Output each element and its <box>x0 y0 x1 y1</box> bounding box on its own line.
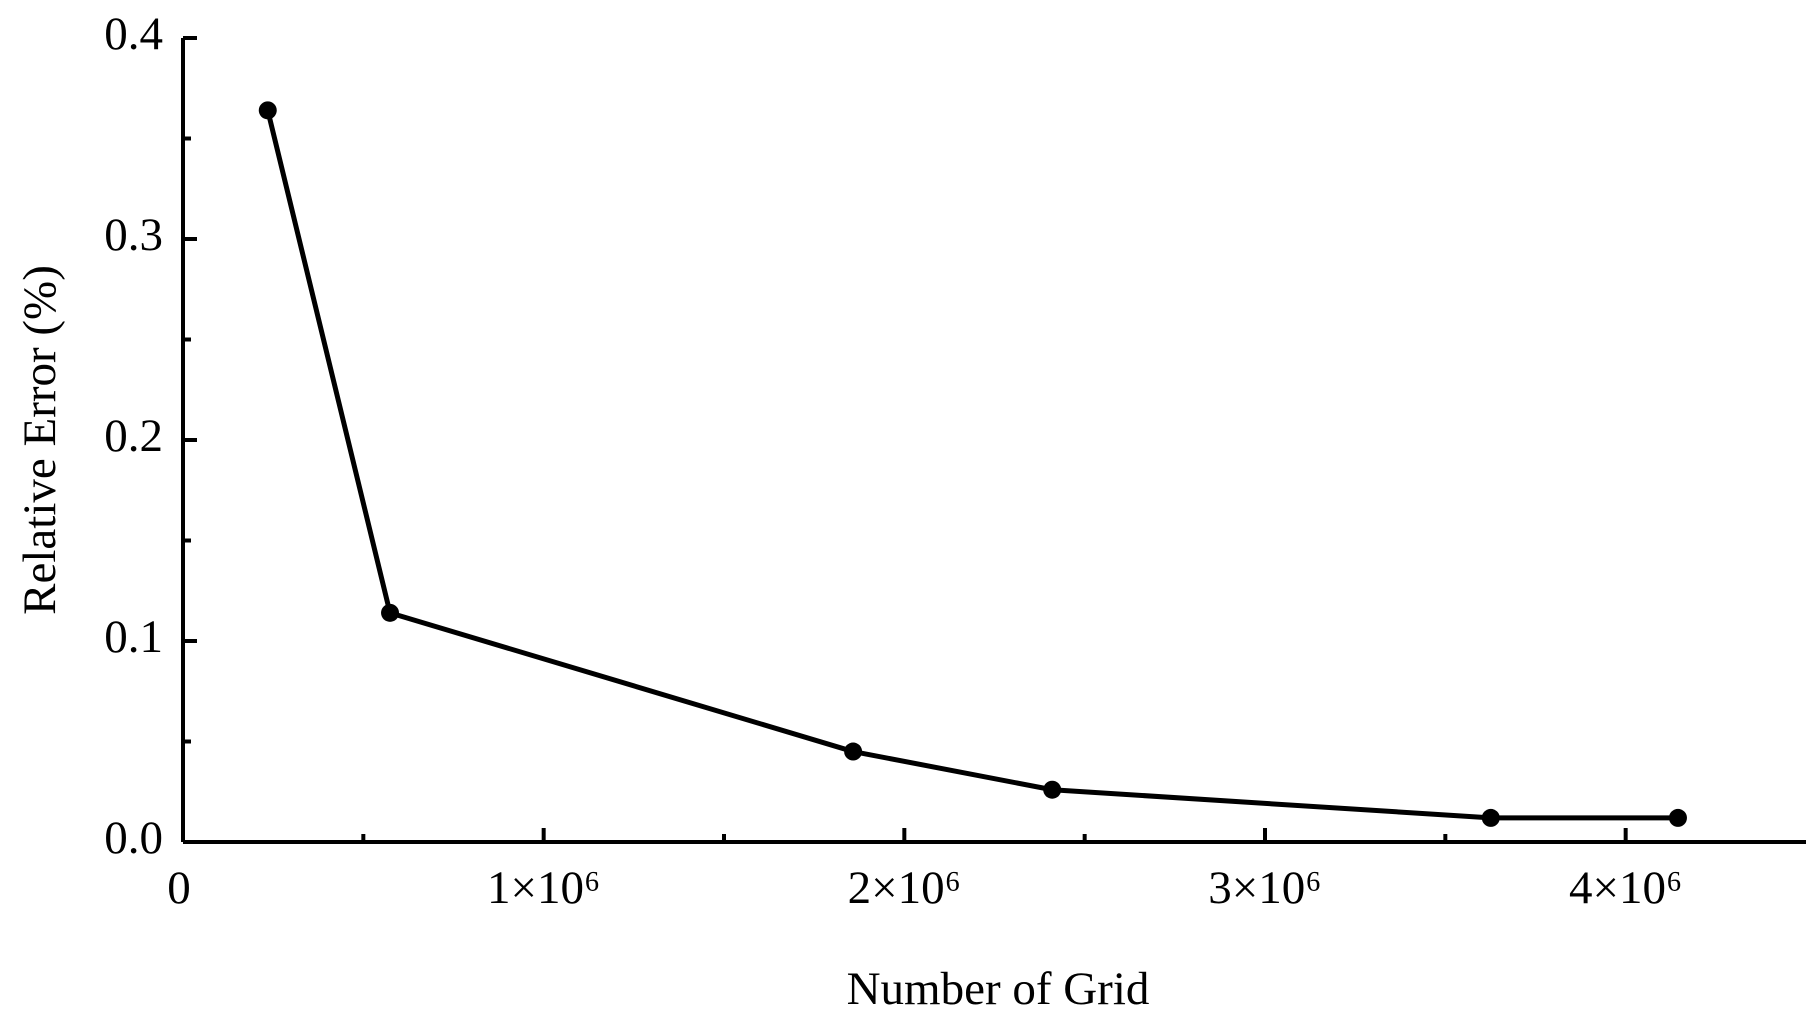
point <box>1481 808 1500 827</box>
point <box>844 742 863 761</box>
x-tick-label: 3×10⁶ <box>1208 862 1321 914</box>
y-tick-label: 0.0 <box>104 812 163 864</box>
y-axis-title: Relative Error (%) <box>14 265 66 615</box>
y-tick-label: 0.4 <box>104 8 163 60</box>
point <box>1043 780 1062 799</box>
y-tick-label: 0.2 <box>104 410 163 462</box>
line <box>265 109 1678 821</box>
x-axis-title: Number of Grid <box>847 963 1150 1015</box>
y-tick-label: 0.1 <box>104 611 163 663</box>
x-tick-label: 4×10⁶ <box>1569 862 1682 914</box>
point <box>381 603 400 622</box>
x-tick-label: 2×10⁶ <box>848 862 961 914</box>
x-tick-label: 0 <box>167 862 191 914</box>
point <box>258 101 277 120</box>
y-tick-label: 0.3 <box>104 209 163 261</box>
point <box>1668 808 1687 827</box>
x-tick-label: 1×10⁶ <box>487 862 600 914</box>
